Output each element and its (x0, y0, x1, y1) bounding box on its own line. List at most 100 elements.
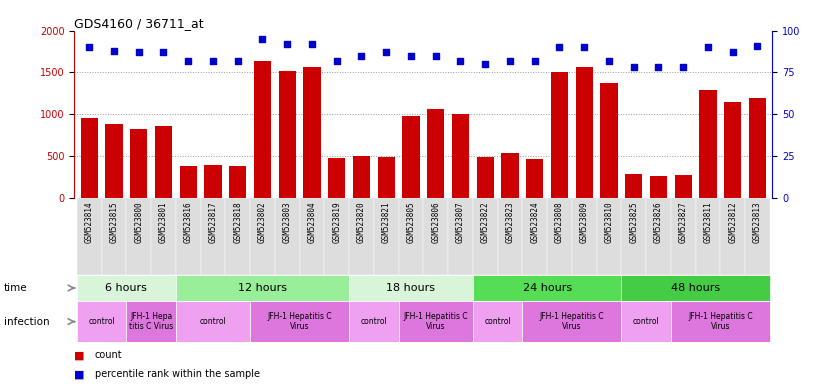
Text: GSM523803: GSM523803 (282, 202, 292, 243)
Point (429, 53, 442, 59)
Bar (399, 198, 423, 275)
Bar (551, 72, 568, 198)
Bar (720, 198, 745, 275)
Text: GSM523804: GSM523804 (307, 202, 316, 243)
Bar (179, 166, 197, 198)
Text: control: control (633, 317, 659, 326)
Text: GSM523826: GSM523826 (654, 202, 663, 243)
Text: GSM523800: GSM523800 (134, 202, 143, 243)
Bar (151, 198, 176, 275)
Bar (700, 90, 717, 198)
Text: 48 hours: 48 hours (671, 283, 720, 293)
Text: GSM523811: GSM523811 (704, 202, 713, 243)
Bar (650, 176, 667, 198)
Point (627, 65, 640, 71)
Bar (176, 275, 349, 301)
Point (157, 50, 170, 56)
Bar (646, 198, 671, 275)
Bar (472, 198, 497, 275)
Text: GSM523806: GSM523806 (431, 202, 440, 243)
Text: GDS4160 / 36711_at: GDS4160 / 36711_at (74, 17, 204, 30)
Text: GSM523823: GSM523823 (506, 202, 515, 243)
Text: count: count (95, 350, 122, 360)
Bar (621, 198, 646, 275)
Bar (452, 114, 469, 198)
Text: control: control (360, 317, 387, 326)
Point (602, 58, 615, 64)
Point (577, 44, 591, 50)
Text: JFH-1 Hepa
titis C Virus: JFH-1 Hepa titis C Virus (129, 312, 173, 331)
Bar (448, 198, 472, 275)
Bar (77, 275, 176, 301)
Bar (77, 198, 102, 275)
Text: GSM523816: GSM523816 (183, 202, 192, 243)
Bar (349, 275, 472, 301)
Bar (102, 198, 126, 275)
Bar (497, 198, 522, 275)
Point (182, 58, 195, 64)
Text: control: control (200, 317, 226, 326)
Text: percentile rank within the sample: percentile rank within the sample (95, 369, 260, 379)
Text: 12 hours: 12 hours (238, 283, 287, 293)
Text: GSM523802: GSM523802 (258, 202, 267, 243)
Text: GSM523822: GSM523822 (481, 202, 490, 243)
Text: GSM523805: GSM523805 (406, 202, 415, 243)
Text: GSM523825: GSM523825 (629, 202, 638, 243)
Text: GSM523820: GSM523820 (357, 202, 366, 243)
Text: 18 hours: 18 hours (387, 283, 435, 293)
Bar (126, 198, 151, 275)
Text: ■: ■ (74, 369, 85, 379)
Bar (176, 198, 201, 275)
Text: time: time (4, 283, 28, 293)
Bar (105, 124, 122, 198)
Bar (671, 198, 695, 275)
Point (726, 50, 739, 56)
Text: JFH-1 Hepatitis C
Virus: JFH-1 Hepatitis C Virus (268, 312, 332, 331)
Bar (77, 301, 126, 342)
Bar (601, 83, 618, 198)
Text: GSM523807: GSM523807 (456, 202, 465, 243)
Bar (526, 159, 544, 198)
Bar (154, 126, 172, 198)
Bar (695, 198, 720, 275)
Bar (427, 109, 444, 198)
Text: GSM523808: GSM523808 (555, 202, 564, 243)
Point (553, 44, 566, 50)
Bar (250, 301, 349, 342)
Bar (300, 198, 325, 275)
Text: infection: infection (4, 316, 50, 327)
Point (107, 48, 121, 54)
Bar (572, 198, 596, 275)
Text: 24 hours: 24 hours (523, 283, 572, 293)
Bar (126, 301, 176, 342)
Point (478, 61, 491, 67)
Text: GSM523810: GSM523810 (605, 202, 614, 243)
Point (206, 58, 220, 64)
Point (405, 53, 418, 59)
Point (503, 58, 516, 64)
Point (676, 65, 690, 71)
Bar (596, 198, 621, 275)
Bar (325, 198, 349, 275)
Text: GSM523814: GSM523814 (85, 202, 93, 243)
Point (751, 43, 764, 49)
Bar (423, 198, 448, 275)
Bar (130, 129, 147, 198)
Bar (349, 198, 374, 275)
Text: GSM523813: GSM523813 (753, 202, 762, 243)
Bar (472, 301, 522, 342)
Text: GSM523815: GSM523815 (109, 202, 118, 243)
Text: GSM523821: GSM523821 (382, 202, 391, 243)
Bar (349, 301, 399, 342)
Bar (675, 175, 692, 198)
Point (652, 65, 665, 71)
Point (256, 36, 269, 42)
Bar (278, 71, 296, 198)
Bar (353, 156, 370, 198)
Bar (225, 198, 250, 275)
Bar (328, 158, 345, 198)
Point (528, 58, 541, 64)
Text: JFH-1 Hepatitis C
Virus: JFH-1 Hepatitis C Virus (539, 312, 604, 331)
Text: control: control (88, 317, 115, 326)
Point (132, 50, 145, 56)
